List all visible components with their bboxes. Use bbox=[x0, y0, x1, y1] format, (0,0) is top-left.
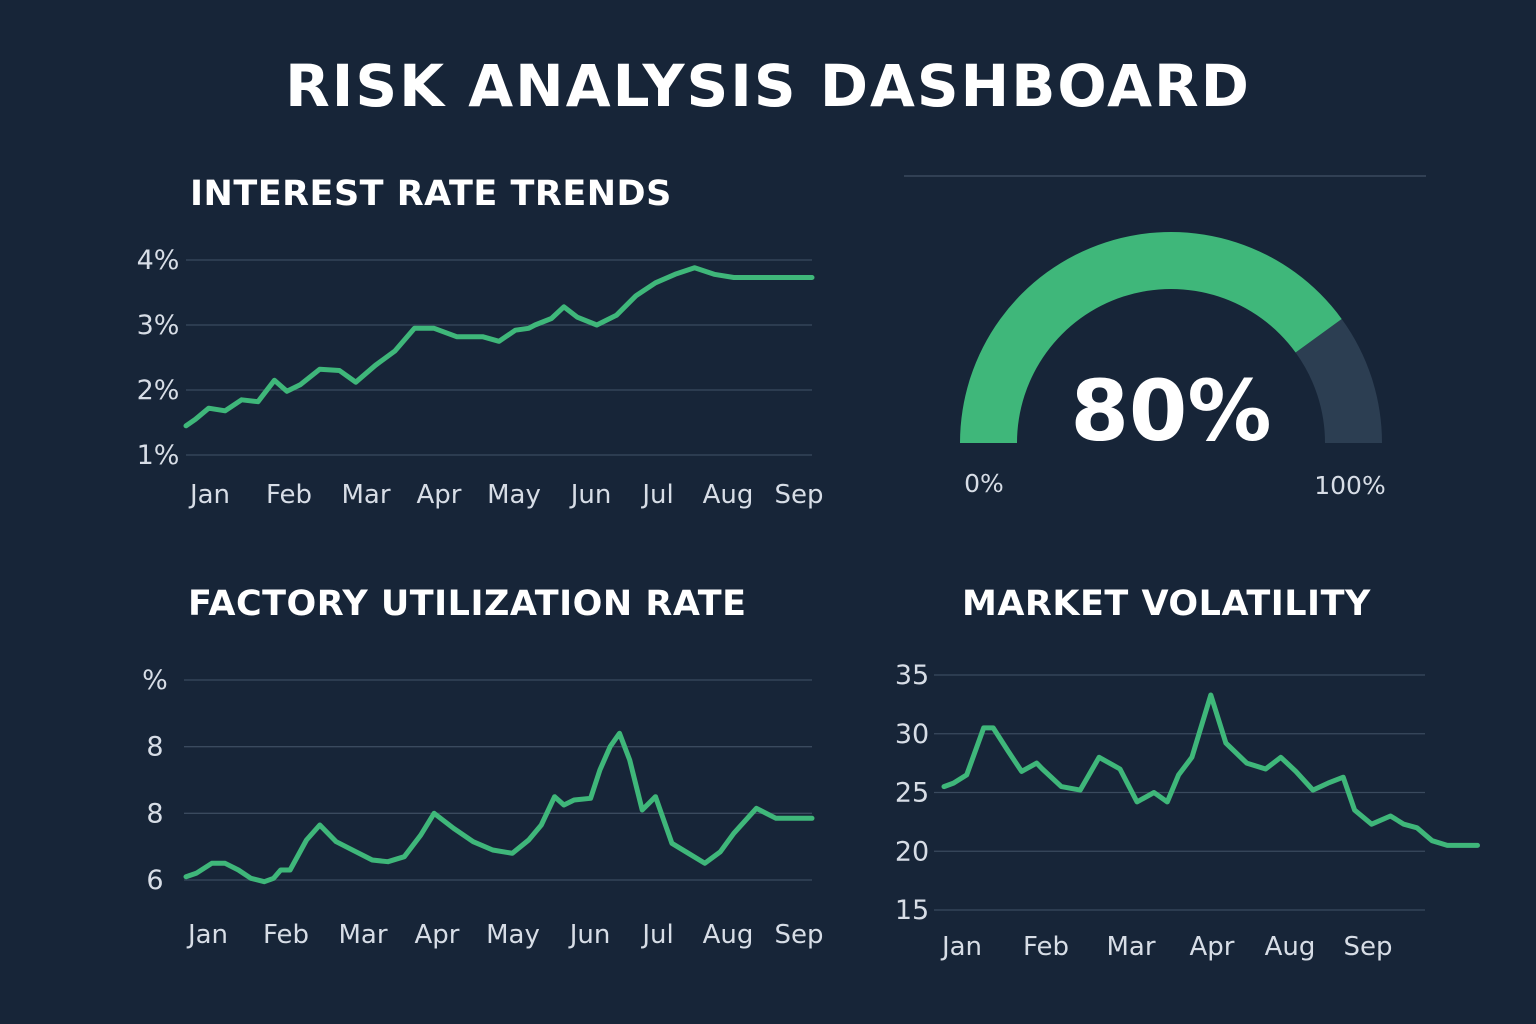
risk-gauge: 80% 0% 100% bbox=[960, 231, 1386, 500]
factory-utilization-chart: % 8 8 6 Jan Feb Mar Apr May Jun Jul Aug Sep bbox=[142, 665, 823, 950]
market-volatility-title: MARKET VOLATILITY bbox=[962, 584, 1371, 624]
market-volatility-series-line bbox=[941, 692, 1480, 848]
interest-rate-x-tick-label: Mar bbox=[341, 480, 390, 510]
interest-rate-x-tick-label: Apr bbox=[417, 480, 462, 510]
market-volatility-y-tick-label: 15 bbox=[895, 895, 929, 926]
market-volatility-y-tick-label: 20 bbox=[895, 836, 929, 867]
interest-rate-y-tick-label: 4% bbox=[137, 245, 180, 276]
market-volatility-x-tick-label: Jan bbox=[940, 932, 982, 962]
interest-rate-x-tick-label: May bbox=[487, 480, 541, 510]
gauge-min-label: 0% bbox=[964, 469, 1004, 498]
market-volatility-x-tick-label: Mar bbox=[1106, 932, 1155, 962]
interest-rate-x-tick-label: Jul bbox=[640, 480, 673, 510]
factory-utilization-x-tick-label: Apr bbox=[415, 920, 460, 950]
gauge-value-label: 80% bbox=[1070, 362, 1271, 460]
gauge-track bbox=[1295, 318, 1382, 443]
interest-rate-y-tick-label: 1% bbox=[137, 440, 180, 471]
factory-utilization-x-tick-label: Jul bbox=[640, 920, 673, 950]
market-volatility-chart: 35 30 25 20 15 Jan Feb Mar Apr Aug Sep bbox=[895, 660, 1480, 962]
factory-utilization-x-tick-label: Aug bbox=[703, 920, 754, 950]
factory-utilization-x-tick-label: Feb bbox=[263, 920, 309, 950]
factory-utilization-x-tick-label: Mar bbox=[338, 920, 387, 950]
market-volatility-x-tick-label: Aug bbox=[1265, 932, 1316, 962]
interest-rate-trends-title: INTEREST RATE TRENDS bbox=[190, 174, 672, 214]
interest-rate-x-tick-label: Sep bbox=[774, 480, 823, 510]
interest-rate-series-line bbox=[183, 265, 815, 429]
market-volatility-y-tick-label: 35 bbox=[895, 660, 929, 691]
gauge-max-label: 100% bbox=[1314, 471, 1385, 500]
factory-utilization-y-tick-label: 6 bbox=[146, 865, 163, 896]
dashboard-title: RISK ANALYSIS DASHBOARD bbox=[285, 52, 1251, 120]
factory-utilization-series-line bbox=[183, 730, 815, 885]
interest-rate-x-tick-label: Aug bbox=[703, 480, 754, 510]
factory-utilization-y-tick-label: 8 bbox=[146, 798, 163, 829]
market-volatility-x-tick-label: Feb bbox=[1023, 932, 1069, 962]
interest-rate-y-tick-label: 2% bbox=[137, 375, 180, 406]
market-volatility-y-tick-label: 25 bbox=[895, 778, 929, 809]
factory-utilization-x-tick-label: May bbox=[486, 920, 540, 950]
interest-rate-x-tick-label: Jan bbox=[188, 480, 230, 510]
interest-rate-chart: 4% 3% 2% 1% Jan Feb Mar Apr May Jun Jul Aug Sep bbox=[137, 245, 824, 510]
factory-utilization-x-tick-label: Jun bbox=[568, 920, 611, 950]
factory-utilization-y-tick-label: 8 bbox=[146, 732, 163, 763]
factory-utilization-rate-title: FACTORY UTILIZATION RATE bbox=[188, 584, 747, 624]
interest-rate-y-tick-label: 3% bbox=[137, 310, 180, 341]
gauge-fill bbox=[960, 231, 1342, 443]
factory-utilization-y-tick-label: % bbox=[142, 665, 168, 696]
interest-rate-x-tick-label: Feb bbox=[266, 480, 312, 510]
market-volatility-x-tick-label: Apr bbox=[1190, 932, 1235, 962]
factory-utilization-x-tick-label: Jan bbox=[186, 920, 228, 950]
factory-utilization-x-tick-label: Sep bbox=[774, 920, 823, 950]
market-volatility-x-tick-label: Sep bbox=[1343, 932, 1392, 962]
market-volatility-y-tick-label: 30 bbox=[895, 719, 929, 750]
interest-rate-x-tick-label: Jun bbox=[569, 480, 612, 510]
